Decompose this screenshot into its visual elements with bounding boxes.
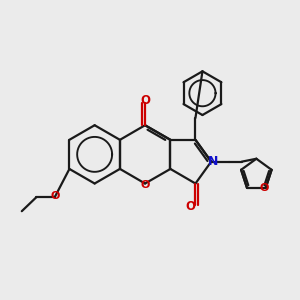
Text: O: O <box>185 200 195 213</box>
Text: O: O <box>50 191 59 201</box>
Text: O: O <box>260 183 269 193</box>
Text: O: O <box>140 180 150 190</box>
Text: N: N <box>208 155 218 168</box>
Text: O: O <box>140 94 150 107</box>
